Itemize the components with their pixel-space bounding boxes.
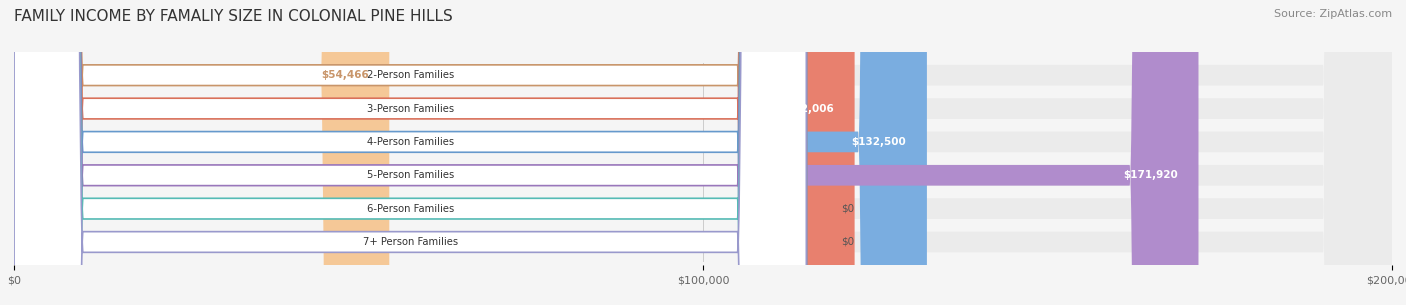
Text: 7+ Person Families: 7+ Person Families bbox=[363, 237, 458, 247]
FancyBboxPatch shape bbox=[14, 0, 807, 305]
FancyBboxPatch shape bbox=[14, 0, 389, 305]
Text: 2-Person Families: 2-Person Families bbox=[367, 70, 454, 80]
Text: $171,920: $171,920 bbox=[1123, 170, 1178, 180]
FancyBboxPatch shape bbox=[14, 0, 1198, 305]
FancyBboxPatch shape bbox=[14, 0, 927, 305]
FancyBboxPatch shape bbox=[14, 0, 855, 305]
FancyBboxPatch shape bbox=[14, 0, 1392, 305]
FancyBboxPatch shape bbox=[14, 0, 807, 305]
FancyBboxPatch shape bbox=[14, 0, 807, 305]
Text: 3-Person Families: 3-Person Families bbox=[367, 104, 454, 113]
Text: 5-Person Families: 5-Person Families bbox=[367, 170, 454, 180]
Text: Source: ZipAtlas.com: Source: ZipAtlas.com bbox=[1274, 9, 1392, 19]
Text: $54,466: $54,466 bbox=[321, 70, 368, 80]
FancyBboxPatch shape bbox=[14, 0, 1392, 305]
FancyBboxPatch shape bbox=[14, 0, 1392, 305]
FancyBboxPatch shape bbox=[14, 0, 807, 305]
FancyBboxPatch shape bbox=[14, 0, 1392, 305]
Text: 6-Person Families: 6-Person Families bbox=[367, 204, 454, 213]
FancyBboxPatch shape bbox=[14, 0, 1392, 305]
Text: 4-Person Families: 4-Person Families bbox=[367, 137, 454, 147]
Text: $122,006: $122,006 bbox=[779, 104, 834, 113]
Text: $132,500: $132,500 bbox=[852, 137, 907, 147]
Text: $0: $0 bbox=[841, 237, 853, 247]
FancyBboxPatch shape bbox=[14, 0, 1392, 305]
FancyBboxPatch shape bbox=[14, 0, 807, 305]
Text: FAMILY INCOME BY FAMALIY SIZE IN COLONIAL PINE HILLS: FAMILY INCOME BY FAMALIY SIZE IN COLONIA… bbox=[14, 9, 453, 24]
Text: $0: $0 bbox=[841, 204, 853, 213]
FancyBboxPatch shape bbox=[14, 0, 807, 305]
